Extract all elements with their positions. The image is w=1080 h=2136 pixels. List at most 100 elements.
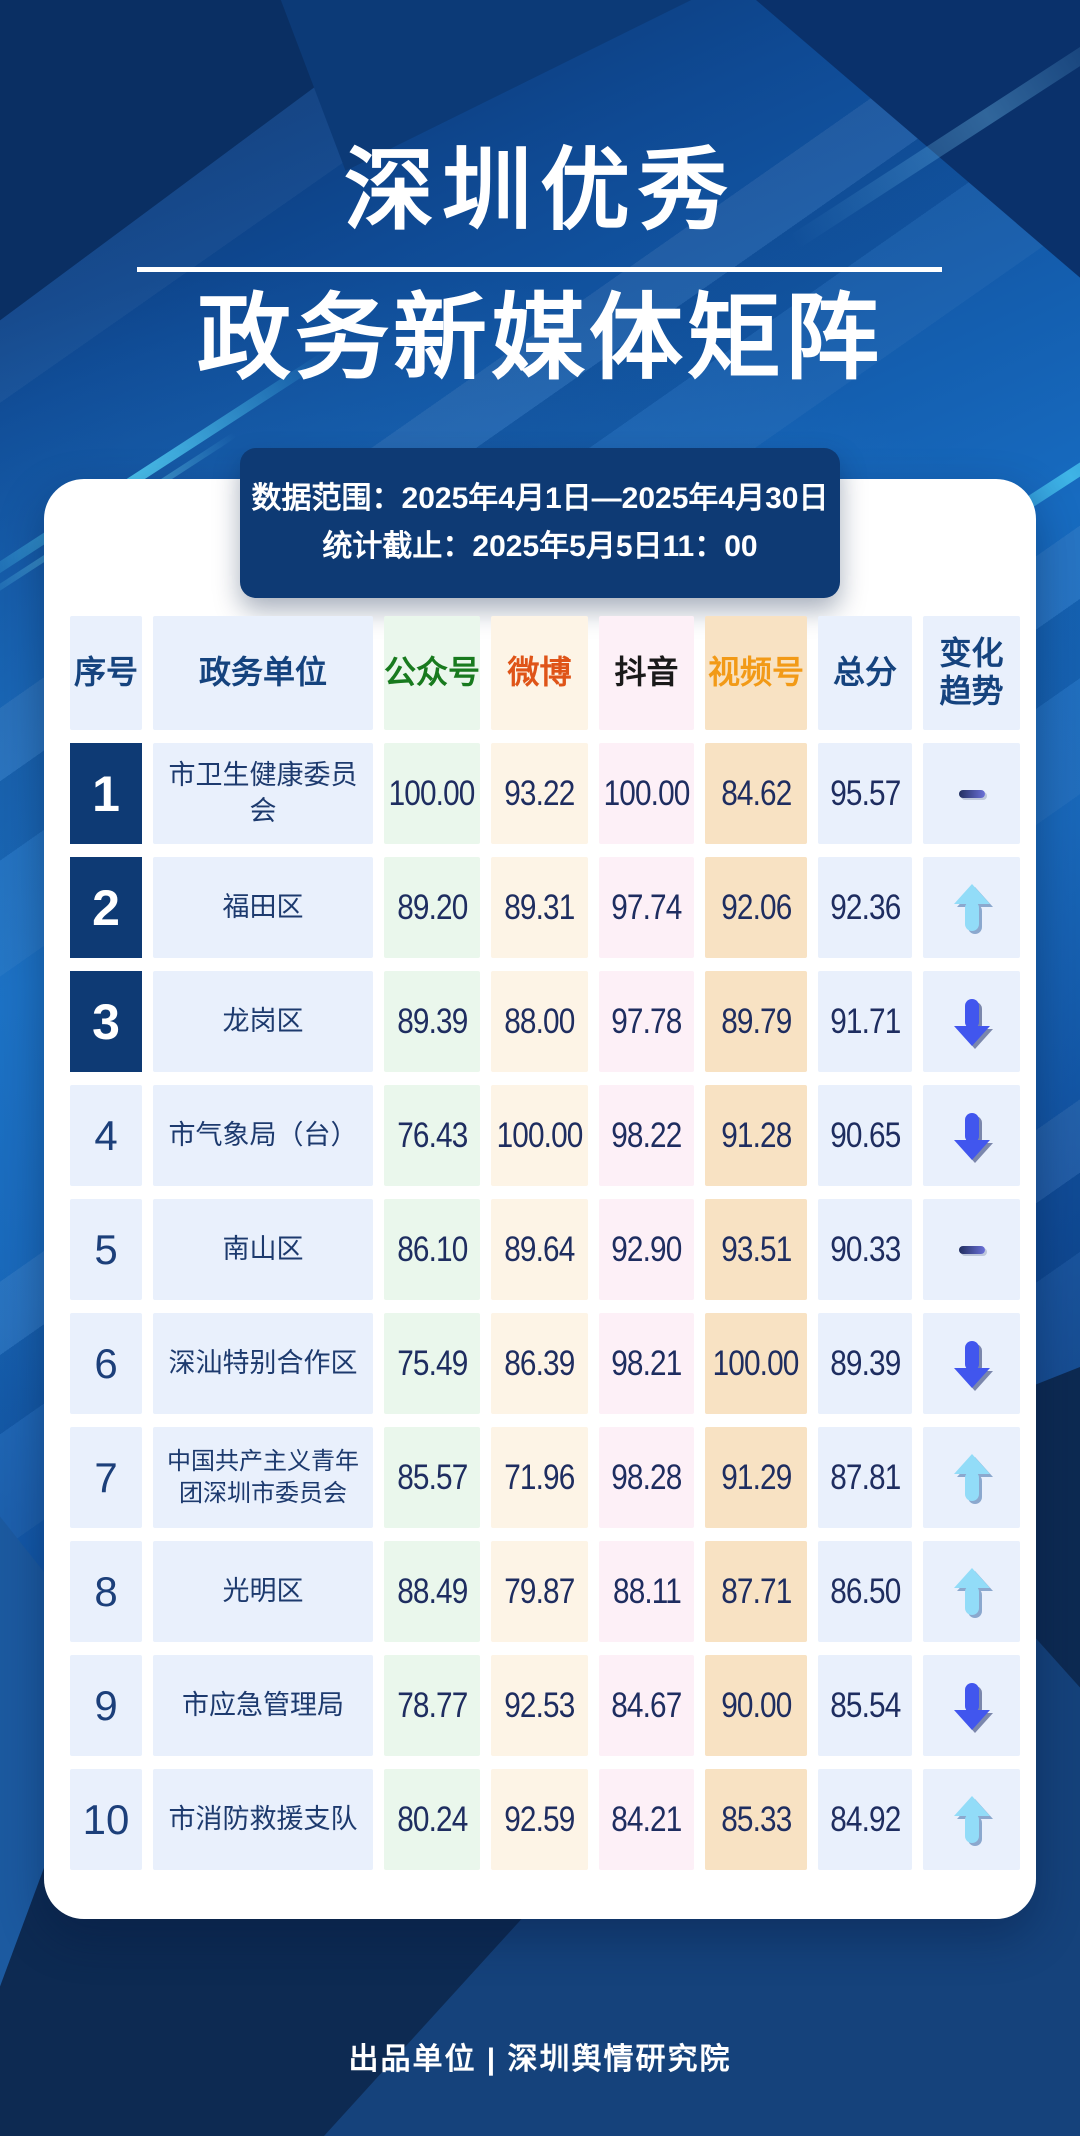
score-value: 90.00 [720, 1685, 792, 1725]
score-value: 85.54 [829, 1685, 901, 1725]
score-cell: 90.00 [705, 1655, 807, 1756]
score-value: 100.00 [496, 1115, 584, 1155]
rank-cell: 6 [70, 1313, 142, 1414]
score-value: 84.67 [611, 1685, 682, 1725]
unit-name-cell: 中国共产主义青年团深圳市委员会 [153, 1427, 373, 1528]
score-cell: 86.50 [818, 1541, 912, 1642]
score-cell: 93.22 [491, 743, 588, 844]
score-cell: 98.21 [599, 1313, 694, 1414]
score-value: 88.00 [504, 1001, 575, 1041]
score-value: 97.74 [611, 887, 682, 927]
score-cell: 89.20 [384, 857, 480, 958]
score-cell: 89.39 [384, 971, 480, 1072]
score-value: 93.22 [504, 773, 575, 813]
trend-down-icon [953, 1340, 990, 1388]
score-value: 92.90 [611, 1229, 682, 1269]
unit-name-cell: 南山区 [153, 1199, 373, 1300]
score-value: 89.39 [829, 1343, 901, 1383]
score-cell: 87.71 [705, 1541, 807, 1642]
trend-cell [923, 971, 1020, 1072]
score-value: 100.00 [713, 1343, 800, 1383]
score-cell: 84.21 [599, 1769, 694, 1870]
score-cell: 86.39 [491, 1313, 588, 1414]
score-cell: 91.71 [818, 971, 912, 1072]
arrow-stem [964, 1584, 979, 1615]
score-cell: 76.43 [384, 1085, 480, 1186]
arrow-head [953, 883, 990, 904]
score-cell: 88.00 [491, 971, 588, 1072]
ranking-table: 序号 政务单位 公众号 微博 抖音 视频号 总分 变化趋势 1 市卫生健康委员会 1… [70, 616, 1020, 1870]
arrow-head [953, 1567, 990, 1588]
trend-up-icon [953, 1567, 990, 1616]
trend-flat-icon [958, 1245, 985, 1254]
page-title-line2: 政务新媒体矩阵 [196, 285, 883, 390]
score-cell: 90.65 [818, 1085, 912, 1186]
col-header-unit: 政务单位 [153, 616, 373, 730]
trend-cell [923, 1313, 1020, 1414]
data-range-box: 数据范围：2025年4月1日—2025年4月30日 统计截止：2025年5月5日… [240, 448, 840, 598]
arrow-stem [964, 1340, 979, 1371]
score-cell: 91.29 [705, 1427, 807, 1528]
arrow-head [953, 1453, 990, 1474]
score-cell: 78.77 [384, 1655, 480, 1756]
score-value: 98.22 [611, 1115, 682, 1155]
arrow-stem [964, 1682, 979, 1713]
score-value: 85.33 [720, 1799, 792, 1839]
score-cell: 88.49 [384, 1541, 480, 1642]
score-value: 75.49 [396, 1343, 468, 1383]
rank-badge: 3 [70, 971, 142, 1072]
score-cell: 86.10 [384, 1199, 480, 1300]
score-value: 80.24 [396, 1799, 468, 1839]
score-cell: 87.81 [818, 1427, 912, 1528]
score-value: 98.21 [611, 1343, 682, 1383]
unit-name-cell: 龙岗区 [153, 971, 373, 1072]
score-value: 78.77 [396, 1685, 468, 1725]
score-value: 90.65 [829, 1115, 901, 1155]
score-value: 100.00 [389, 773, 476, 813]
score-value: 97.78 [611, 1001, 682, 1041]
score-cell: 88.11 [599, 1541, 694, 1642]
rank-badge: 1 [70, 743, 142, 844]
trend-cell [923, 743, 1020, 844]
score-value: 98.28 [611, 1457, 682, 1497]
score-value: 86.39 [504, 1343, 575, 1383]
score-cell: 92.06 [705, 857, 807, 958]
score-value: 92.53 [504, 1685, 575, 1725]
unit-name-cell: 福田区 [153, 857, 373, 958]
arrow-stem [964, 1812, 979, 1843]
score-value: 92.36 [829, 887, 901, 927]
rank-cell: 10 [70, 1769, 142, 1870]
score-value: 92.06 [720, 887, 792, 927]
arrow-stem [964, 998, 979, 1029]
arrow-head [953, 1367, 990, 1388]
trend-down-icon [953, 1112, 990, 1160]
score-value: 79.87 [504, 1571, 575, 1611]
trend-up-icon [953, 883, 990, 932]
score-value: 86.10 [396, 1229, 468, 1269]
arrow-stem [964, 1112, 979, 1143]
score-cell: 92.53 [491, 1655, 588, 1756]
score-value: 84.62 [720, 773, 792, 813]
col-header-wechat: 公众号 [384, 616, 480, 730]
title-divider [137, 267, 942, 272]
unit-name-cell: 市气象局（台） [153, 1085, 373, 1186]
score-value: 88.49 [396, 1571, 468, 1611]
score-cell: 98.28 [599, 1427, 694, 1528]
score-cell: 84.62 [705, 743, 807, 844]
score-value: 91.29 [720, 1457, 792, 1497]
score-cell: 100.00 [705, 1313, 807, 1414]
unit-name-cell: 深汕特别合作区 [153, 1313, 373, 1414]
score-value: 84.21 [611, 1799, 682, 1839]
score-value: 91.71 [829, 1001, 901, 1041]
arrow-head [953, 1025, 990, 1046]
unit-name-cell: 市消防救援支队 [153, 1769, 373, 1870]
score-value: 85.57 [396, 1457, 468, 1497]
score-cell: 79.87 [491, 1541, 588, 1642]
score-value: 76.43 [396, 1115, 468, 1155]
unit-name-cell: 市卫生健康委员会 [153, 743, 373, 844]
rank-cell: 4 [70, 1085, 142, 1186]
score-cell: 95.57 [818, 743, 912, 844]
score-cell: 89.31 [491, 857, 588, 958]
score-value: 89.20 [396, 887, 468, 927]
